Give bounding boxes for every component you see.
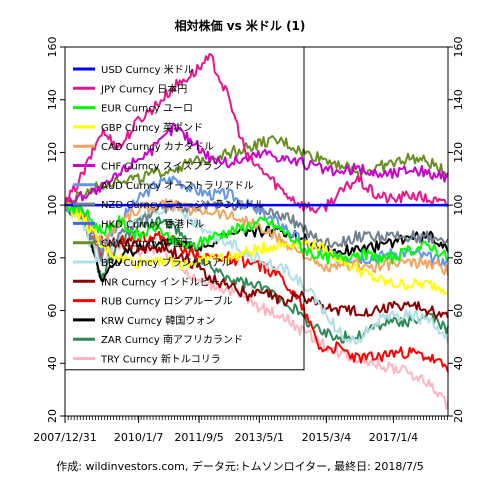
- series-line-6: [64, 122, 449, 209]
- y-tick-label-left: 60: [46, 304, 59, 318]
- legend-entry-label: NZD Curncy ニュージーランドドル: [101, 199, 264, 211]
- series-line-13: [64, 202, 449, 373]
- legend-entry-label: CNY Curncy 中国元: [101, 237, 193, 250]
- x-tick-label: 2011/9/5: [174, 431, 223, 444]
- y-tick-label-left: 160: [46, 37, 59, 58]
- x-tick-label: 2015/3/4: [302, 431, 351, 444]
- series-layer: [64, 52, 449, 410]
- y-tick-label-left: 120: [46, 142, 59, 163]
- legend-entry-label: HKD Curncy 香港ドル: [101, 218, 204, 230]
- legend-entry-label: TRY Curncy 新トルコリラ: [100, 353, 221, 366]
- y-tick-label-right: 60: [452, 304, 465, 318]
- legend-entry-label: RUB Curncy ロシアルーブル: [101, 295, 233, 308]
- y-tick-label-right: 160: [452, 37, 465, 58]
- legend-box: [64, 46, 305, 371]
- series-line-4: [64, 202, 449, 296]
- y-tick-label-right: 20: [452, 409, 465, 423]
- legend-entry-label: JPY Curncy 日本円: [100, 82, 187, 95]
- y-tick-label-right: 140: [452, 89, 465, 110]
- legend-entry-label: ZAR Curncy 南アフリカランド: [101, 333, 243, 346]
- legend-entry-label: USD Curncy 米ドル: [101, 63, 194, 76]
- x-tick-label: 2013/5/1: [235, 431, 284, 444]
- x-tick-label: 2017/1/4: [369, 431, 418, 444]
- series-line-11: [64, 201, 449, 345]
- y-tick-label-left: 100: [46, 195, 59, 216]
- legend-entry-label: INR Curncy インドルピー: [101, 276, 220, 288]
- series-line-12: [64, 204, 449, 320]
- legend-entry-label: CAD Curncy カナダドル: [101, 140, 214, 153]
- x-tick-label: 2007/12/31: [33, 431, 96, 444]
- y-tick-label-left: 140: [46, 89, 59, 110]
- legend-entry-label: AUD Curncy オーストラリアドル: [101, 180, 254, 192]
- legend-entry-label: EUR Curncy ユーロ: [101, 104, 193, 115]
- y-tick-label-right: 120: [452, 142, 465, 163]
- axis-layer: 20 20 40 40 60 60 80 80 100 100 120 120 140 140 160 160…: [33, 37, 465, 445]
- legend-entry-label: BRL Curncy ブラジルレアル: [101, 256, 231, 269]
- y-tick-label-right: 80: [452, 251, 465, 265]
- series-line-2: [64, 52, 449, 214]
- series-line-5: [64, 198, 449, 276]
- y-tick-label-right: 100: [452, 195, 465, 216]
- chart-footer: 作成: wildinvestors.com, データ元:トムソンロイター, 最終…: [56, 459, 423, 473]
- legend-entry-label: GBP Curncy 英ポンド: [101, 121, 203, 134]
- y-tick-label-left: 80: [46, 251, 59, 265]
- legend-entry-label: KRW Curncy 韓国ウォン: [101, 315, 215, 327]
- series-line-3: [64, 202, 449, 265]
- x-tick-label: 2010/1/7: [114, 431, 163, 444]
- legend: USD Curncy 米ドル JPY Curncy 日本円 EUR Curncy ユ…: [64, 46, 305, 371]
- series-line-10: [64, 135, 449, 206]
- y-tick-label-left: 20: [46, 409, 59, 423]
- y-tick-label-left: 40: [46, 356, 59, 370]
- legend-entry-label: CHF Curncy スイスフラン: [101, 161, 222, 173]
- y-tick-label-right: 40: [452, 356, 465, 370]
- chart-title: 相対株価 vs 米ドル (1): [175, 18, 306, 33]
